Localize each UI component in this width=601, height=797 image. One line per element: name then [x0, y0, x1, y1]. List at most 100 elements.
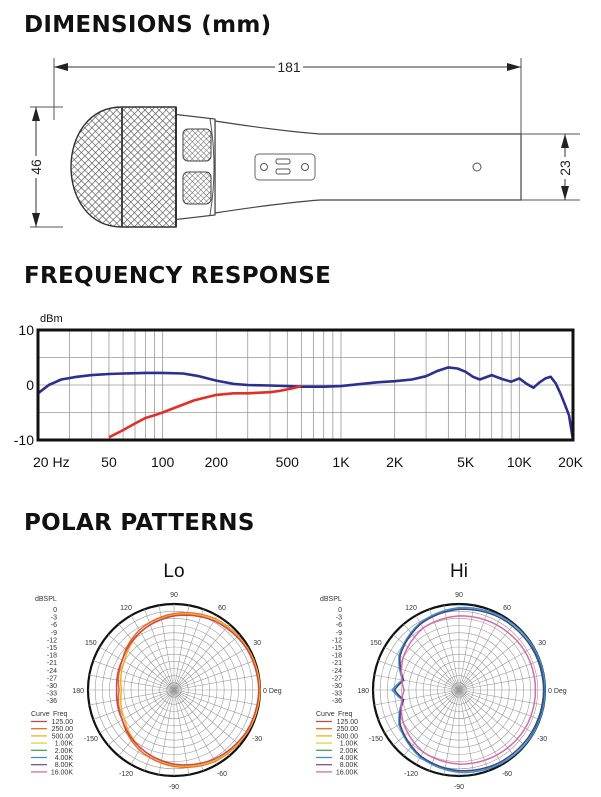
- polar-angle-label: -30: [252, 736, 262, 743]
- freq-xtick-label: 20 Hz: [33, 454, 70, 470]
- freq-ytick-label: 10: [18, 322, 34, 338]
- polar-spoke: [443, 605, 460, 691]
- polar-angle-label: -120: [404, 771, 418, 778]
- freq-xtick-label: 20K: [558, 454, 584, 470]
- polar-spoke: [458, 689, 475, 775]
- freq-series: [37, 366, 575, 441]
- polar-rtick-label: 0: [53, 607, 57, 614]
- frequency-response-heading: FREQUENCY RESPONSE: [24, 263, 332, 289]
- polar-rtick-label: -21: [332, 660, 342, 667]
- polar-angle-label: 0 Deg: [263, 688, 282, 695]
- microphone-dimension-drawing: 181 46 23: [27, 58, 580, 228]
- polar-angle-label: -120: [119, 771, 133, 778]
- polar-rtick-label: -15: [332, 645, 342, 652]
- polar-rtick-label: -18: [332, 653, 342, 660]
- polar-spoke: [118, 623, 175, 691]
- polar-rtick-label: -36: [47, 698, 57, 705]
- polar-rtick-label: -30: [332, 683, 342, 690]
- polar-angle-label: 120: [120, 605, 132, 612]
- polar-spoke: [458, 689, 503, 765]
- polar-curve-1: [391, 606, 546, 774]
- polar-hi-title: Hi: [450, 561, 468, 582]
- polar-rlabel: dBSPL: [320, 596, 342, 603]
- polar-spoke: [384, 689, 460, 734]
- polar-spoke: [378, 689, 460, 720]
- polar-angle-label: -150: [369, 736, 383, 743]
- freq-xtick-label: 100: [151, 454, 175, 470]
- frequency-response-chart: dBm 100-10 20 Hz 50 100 200 500 1K 2K 5K 10K 20K: [14, 313, 584, 470]
- polar-rtick-label: -21: [47, 660, 57, 667]
- polar-patterns: Lo Hi 0 Deg306090120150180-150-120-90-60…: [31, 561, 567, 791]
- freq-xtick-label: 2K: [386, 454, 404, 470]
- polar-lo-chart: 0 Deg306090120150180-150-120-90-60-30dBS…: [31, 592, 282, 791]
- polar-legend-label: 8.00K: [55, 762, 74, 769]
- polar-spoke: [173, 674, 259, 691]
- polar-spoke: [384, 646, 460, 691]
- polar-legend-header-curve: Curve: [316, 711, 335, 718]
- polar-legend-label: 1.00K: [55, 741, 74, 748]
- polar-rtick-label: -27: [332, 675, 342, 682]
- polar-legend-label: 1.00K: [340, 741, 359, 748]
- polar-rtick-label: -15: [47, 645, 57, 652]
- polar-spoke: [458, 634, 526, 691]
- polar-rtick-label: 0: [338, 607, 342, 614]
- polar-curve-2: [119, 613, 261, 767]
- polar-legend-label: 125.00: [337, 719, 359, 726]
- polar-angle-label: 180: [72, 688, 84, 695]
- polar-spoke: [458, 689, 526, 746]
- polar-angle-label: 30: [253, 640, 261, 647]
- polar-spoke: [173, 689, 218, 765]
- polar-rtick-label: -30: [47, 683, 57, 690]
- polar-rtick-label: -12: [47, 637, 57, 644]
- length-dimension-label: 181: [277, 59, 301, 75]
- polar-spoke: [173, 689, 259, 706]
- polar-angle-label: -150: [84, 736, 98, 743]
- polar-spoke: [173, 689, 230, 757]
- polar-angle-label: -60: [502, 771, 512, 778]
- freq-series-line-2: [108, 384, 302, 439]
- polar-spoke: [378, 660, 460, 691]
- polar-angle-label: 120: [405, 605, 417, 612]
- polar-legend-label: 2.00K: [55, 748, 74, 755]
- polar-spoke: [458, 674, 544, 691]
- polar-spoke: [458, 609, 489, 691]
- polar-spoke: [89, 689, 175, 706]
- body-diameter-label: 23: [557, 160, 573, 176]
- polar-rtick-label: -3: [51, 615, 57, 622]
- freq-xtick-label: 500: [276, 454, 300, 470]
- polar-angle-label: 0 Deg: [548, 688, 567, 695]
- polar-angle-label: 60: [218, 605, 226, 612]
- polar-legend-header-freq: Freq: [53, 711, 68, 718]
- polar-spoke: [458, 689, 540, 720]
- polar-spoke: [173, 615, 218, 691]
- polar-spoke: [374, 689, 460, 706]
- polar-spoke: [130, 689, 175, 765]
- polar-spoke: [93, 660, 175, 691]
- polar-rtick-label: -9: [51, 630, 57, 637]
- polar-rtick-label: -27: [47, 675, 57, 682]
- polar-rtick-label: -36: [332, 698, 342, 705]
- polar-lo-title: Lo: [163, 561, 184, 582]
- freq-ylabel: dBm: [40, 313, 63, 325]
- head-diameter-label: 46: [28, 159, 44, 175]
- polar-spoke: [89, 674, 175, 691]
- polar-spoke: [458, 623, 515, 691]
- polar-spoke: [374, 674, 460, 691]
- polar-angle-label: 60: [503, 605, 511, 612]
- polar-spoke: [458, 646, 534, 691]
- polar-patterns-heading: POLAR PATTERNS: [24, 510, 255, 536]
- polar-angle-label: 180: [357, 688, 369, 695]
- polar-rtick-label: -24: [332, 668, 342, 675]
- freq-ytick-label: 0: [26, 377, 34, 393]
- polar-spoke: [443, 689, 460, 775]
- polar-angle-label: 90: [170, 592, 178, 599]
- body-screw: [472, 162, 482, 172]
- microphone-grille: [70, 106, 177, 228]
- freq-plot-frame: [36, 328, 575, 442]
- polar-angle-label: -90: [169, 784, 179, 791]
- polar-spoke: [130, 615, 175, 691]
- microphone-handle: [214, 120, 522, 214]
- polar-angle-label: -30: [537, 736, 547, 743]
- polar-legend-label: 16.00K: [51, 769, 74, 776]
- polar-spoke: [458, 689, 544, 706]
